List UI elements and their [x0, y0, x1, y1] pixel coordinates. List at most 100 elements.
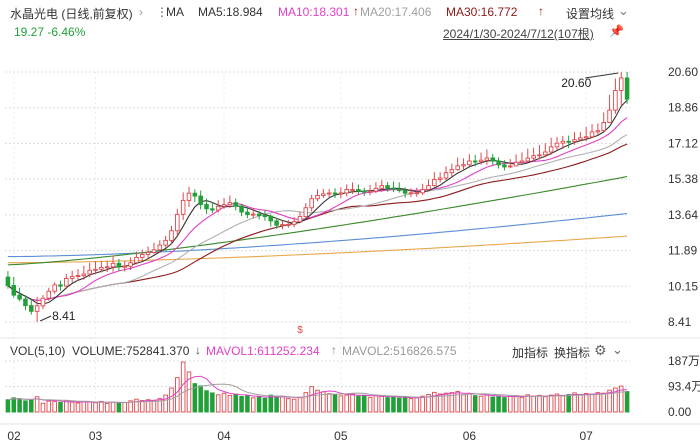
candle-body — [461, 164, 466, 167]
volume-bar — [215, 394, 221, 413]
volume-bar — [151, 400, 157, 413]
chevron-right-icon[interactable]: › — [139, 5, 143, 19]
candle-body — [321, 193, 326, 196]
candle-body — [192, 192, 198, 197]
candle-body — [513, 161, 519, 167]
volume-bar — [69, 401, 75, 413]
volume-bar — [239, 396, 244, 413]
price-change: 19.27 -6.46% — [14, 25, 86, 39]
arrow-up-icon: ↑ — [331, 343, 337, 357]
volume-bar — [87, 401, 92, 413]
candle-body — [472, 160, 478, 163]
volume-tick-label: 187万 — [668, 354, 700, 368]
x-tick-label: 04 — [217, 429, 231, 443]
volume-bar — [116, 402, 122, 413]
volume-bar — [367, 396, 373, 413]
ma5-value: MA5:18.984 — [198, 5, 263, 19]
volume-bar — [233, 393, 238, 413]
volume-bar — [496, 395, 501, 413]
candle-body — [239, 205, 244, 213]
volume-bar — [81, 401, 87, 413]
high-annotation-arrow — [585, 72, 619, 79]
candle-body — [297, 216, 303, 223]
candle-body — [180, 199, 186, 215]
volume-bar — [583, 393, 589, 413]
volume-bar — [437, 393, 443, 413]
candle-body — [402, 190, 408, 194]
arrow-up-icon: ↑ — [353, 4, 359, 18]
volume-bar — [449, 392, 455, 413]
chevron-down-circle-icon[interactable]: ⌄ — [612, 342, 623, 357]
candle-body — [537, 154, 542, 157]
pin-icon[interactable]: 📌 — [609, 24, 624, 38]
arrow-down-icon: ↓ — [195, 343, 201, 357]
ma120-line — [7, 212, 628, 258]
candle-body — [572, 139, 577, 142]
ma30-value: MA30:16.772 — [446, 5, 518, 19]
candle-body — [186, 192, 192, 201]
volume-bar — [385, 397, 390, 413]
candle-body — [613, 90, 618, 111]
volume-bar — [75, 402, 81, 413]
candle-body — [595, 130, 601, 133]
add-indicator-button[interactable]: 加指标 — [512, 346, 549, 360]
candle-body — [601, 122, 606, 132]
more-dots-icon[interactable]: ⋮ — [156, 5, 168, 19]
candle-body — [52, 284, 57, 292]
candle-body — [391, 187, 396, 190]
low-annotation-label: 8.41 — [52, 309, 76, 323]
candle-body — [309, 198, 314, 209]
volume-bar — [46, 400, 52, 413]
volume-bar — [426, 394, 431, 413]
candle-body — [175, 213, 180, 232]
volume-bar — [578, 394, 583, 413]
volume-tick-label: 0.00 — [668, 405, 692, 419]
volume-bar — [163, 394, 168, 413]
candle-body — [618, 77, 624, 91]
volume-bar — [250, 397, 256, 413]
price-tick-label: 10.15 — [668, 279, 698, 293]
settings-ma-button[interactable]: 设置均线 — [566, 7, 615, 21]
chevron-down-icon[interactable]: ⌄ — [618, 3, 629, 18]
candle-body — [338, 192, 344, 195]
volume-bar — [40, 402, 46, 413]
candle-body — [432, 179, 437, 187]
candle-body — [496, 160, 501, 166]
volume-bar — [11, 397, 17, 413]
volume-bar — [227, 394, 233, 413]
candle-body — [75, 274, 81, 277]
date-range: 2024/1/30-2024/7/12(107根) — [443, 27, 594, 41]
candle-body — [204, 204, 209, 210]
volume-bar — [502, 397, 507, 413]
candle-body — [245, 211, 250, 215]
arrow-up-icon: ↑ — [538, 4, 544, 18]
ma10-line — [7, 117, 628, 301]
volume-bar — [104, 403, 110, 413]
switch-indicator-button[interactable]: 换指标 — [554, 346, 591, 360]
candle-body — [93, 268, 98, 271]
candle-body — [356, 189, 361, 192]
ma5-line — [7, 99, 628, 305]
volume-bar — [110, 401, 116, 413]
volume-bar — [484, 394, 490, 413]
candle-body — [361, 190, 367, 193]
volume-bar — [186, 371, 192, 413]
candle-body — [467, 160, 472, 166]
candle-body — [163, 239, 168, 246]
candle-body — [385, 185, 390, 189]
candle-body — [274, 220, 279, 226]
candle-body — [397, 188, 402, 191]
volume-bar — [519, 396, 525, 413]
gear-icon[interactable]: ⚙ — [594, 342, 607, 358]
volume-bar — [52, 401, 57, 413]
volume-bar — [531, 395, 536, 413]
x-tick-label: 02 — [7, 429, 21, 443]
volume-bar — [402, 396, 408, 413]
candle-body — [5, 276, 11, 286]
volume-bar — [145, 399, 151, 413]
volume-bar — [361, 394, 367, 413]
candle-body — [34, 305, 40, 312]
candle-body — [426, 185, 431, 190]
